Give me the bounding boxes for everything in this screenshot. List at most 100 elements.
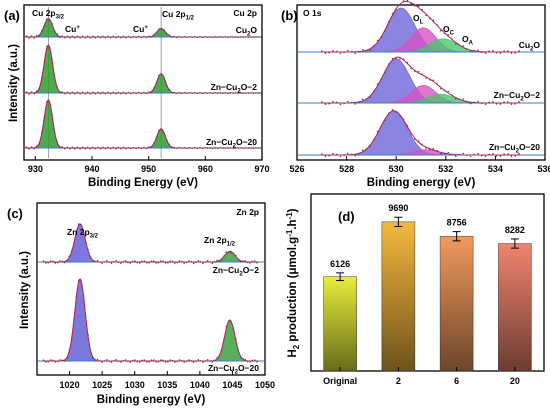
x-category-label: Original [323, 376, 357, 386]
xps-series-a [23, 99, 262, 150]
component-label-oc: OC [443, 24, 455, 37]
panel-c-ylabel: Intensity (a.u.) [19, 251, 31, 329]
cu-plus-label-2: Cu+ [133, 24, 148, 34]
bar-shade [381, 221, 415, 371]
raw-data-points [321, 0, 520, 55]
x-tick-label: 1030 [125, 380, 145, 390]
fit-envelope [321, 56, 521, 104]
raw-data-points [42, 279, 258, 364]
fit-envelope [321, 0, 521, 53]
panel-b-title: O 1s [303, 8, 322, 18]
x-tick-label: 1035 [157, 380, 177, 390]
panel-a-plot [23, 7, 262, 158]
bar-value-label: 6126 [330, 259, 350, 269]
series-label-b-zn20: Zn−Cu2O−20 [489, 142, 540, 155]
peak-label-cu-2p1-2: Cu 2p1/2 [162, 9, 195, 22]
series-label-a-zn20: Zn−Cu2O−20 [206, 137, 257, 150]
panel-d-frame [310, 193, 545, 372]
panel-d-plot: 6126 Original 9690 2 8756 6 8282 20 [323, 203, 532, 386]
fitted-peak-area [30, 18, 67, 38]
bar-value-label: 8756 [447, 218, 467, 228]
component-label-ol: OL [413, 13, 424, 26]
x-tick-label: 1050 [255, 380, 275, 390]
fitted-peak-area [30, 99, 67, 149]
panel-c-frame [36, 202, 266, 376]
xps-series-b [298, 108, 544, 158]
panel-a-frame [23, 4, 263, 161]
panel-b-plot [298, 0, 544, 158]
x-tick-label: 1040 [190, 380, 210, 390]
bar-value-label: 8282 [505, 225, 525, 235]
x-tick-label: 940 [84, 164, 99, 174]
error-bar [336, 272, 345, 282]
panel-c-plot [38, 223, 264, 364]
component-peak-area [331, 110, 456, 156]
panel-b-frame [296, 4, 546, 161]
x-tick-label: 930 [28, 164, 43, 174]
series-label-a-zn2: Zn−Cu2O−2 [211, 82, 258, 95]
series-label-b-zn2: Zn−Cu2O−2 [494, 90, 541, 103]
panel-b-letter: (b) [281, 8, 298, 23]
series-label-c-zn20: Zn−Cu2O−20 [208, 363, 259, 376]
series-label-b-cu2o: Cu2O [519, 40, 541, 53]
xps-series-c [38, 223, 264, 265]
component-label-oa: OA [462, 34, 474, 47]
x-tick-label: 1045 [222, 380, 242, 390]
cu-plus-label-1: Cu+ [65, 24, 80, 34]
bar-shade [498, 243, 532, 371]
bar-value-label: 9690 [388, 203, 408, 213]
panel-a-letter: (a) [4, 8, 20, 23]
x-category-label: 20 [510, 376, 520, 386]
series-label-c-zn2: Zn−Cu2O−2 [213, 265, 260, 278]
raw-data-points [23, 18, 262, 39]
fitted-peak-area [143, 28, 179, 38]
fitted-peak-area [143, 73, 179, 94]
series-label-a-cu2o: Cu2O [236, 25, 258, 38]
panel-a-xlabel: Binding Energy (eV) [88, 177, 198, 189]
panel-d: 6126 Original 9690 2 8756 6 8282 20 (d) H2 prod… [285, 193, 545, 386]
raw-data-points [321, 57, 520, 106]
panel-a-title: Cu 2p [233, 8, 257, 18]
error-bar [394, 216, 403, 227]
panel-a: (a) Cu 2p Cu 2p3/2 Cu 2p1/2 Cu+ Cu+ Cu2O… [4, 4, 270, 189]
xps-series-c [38, 278, 264, 364]
x-tick-label: 536 [537, 164, 550, 174]
panel-b: (b) O 1s OL OC OA Cu2O Zn−Cu2O−2 Zn−Cu2O… [281, 0, 550, 189]
x-category-label: 6 [454, 376, 459, 386]
x-tick-label: 950 [141, 164, 156, 174]
fitted-peak-area [61, 278, 99, 362]
error-bar [510, 238, 519, 249]
panel-c-title: Zn 2p [236, 207, 259, 217]
raw-data-points [321, 108, 520, 158]
panel-c-letter: (c) [7, 206, 23, 221]
raw-data-points [23, 101, 262, 150]
x-tick-label: 970 [254, 164, 269, 174]
xps-series-a [23, 18, 262, 39]
x-tick-label: 1020 [60, 380, 80, 390]
bar-shade [440, 236, 474, 371]
x-category-label: 2 [396, 376, 401, 386]
peak-label-zn-2p1-2: Zn 2p1/2 [204, 235, 236, 248]
xps-series-b [298, 56, 544, 106]
error-bar [452, 231, 461, 242]
panel-a-x-ticks: 930 940 950 960 970 [28, 156, 270, 174]
x-tick-label: 528 [339, 164, 354, 174]
x-tick-label: 960 [198, 164, 213, 174]
fitted-peak-area [211, 319, 249, 362]
fit-envelope [321, 110, 521, 156]
panel-a-ylabel: Intensity (a.u.) [8, 44, 20, 122]
panel-b-x-ticks: 526 528 530 532 534 536 [289, 156, 550, 174]
panel-b-xlabel: Binding energy (eV) [367, 177, 476, 189]
x-tick-label: 534 [488, 164, 503, 174]
xps-series-a [23, 44, 262, 95]
panel-d-ylabel: H2 production (μmol.g-1.h-1) [285, 208, 301, 357]
fitted-peak-area [30, 44, 67, 94]
panel-d-letter: (d) [338, 209, 355, 224]
bar-shade [323, 276, 357, 371]
x-tick-label: 530 [389, 164, 404, 174]
xps-series-b [298, 0, 544, 55]
fit-envelope [43, 278, 259, 362]
panel-c-xlabel: Binding energy (eV) [97, 394, 206, 406]
x-tick-label: 532 [438, 164, 453, 174]
